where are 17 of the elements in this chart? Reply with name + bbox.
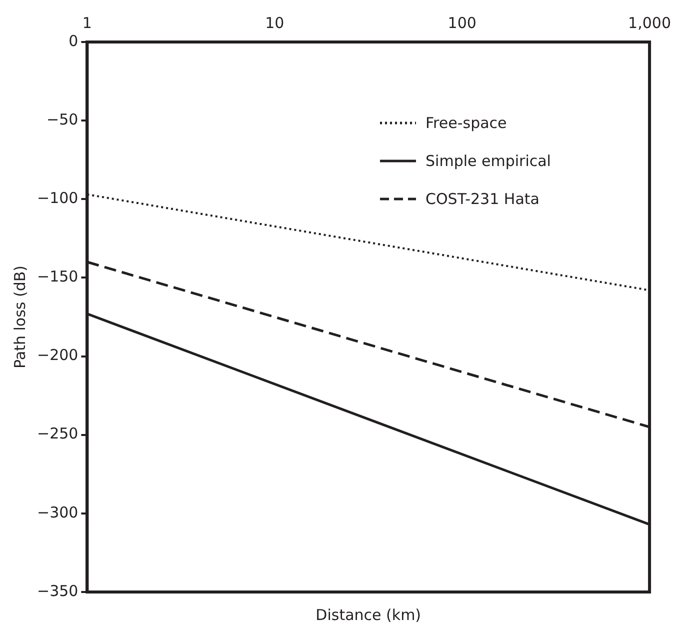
y-tick-label: 0 — [68, 32, 78, 50]
y-tick-label: −200 — [36, 346, 78, 364]
legend-label: Simple empirical — [426, 152, 551, 170]
x-axis-title: Distance (km) — [314, 606, 422, 624]
y-axis-title: Path loss (dB) — [10, 266, 29, 368]
y-tick-label: −250 — [36, 424, 78, 443]
y-tick-label: −300 — [36, 503, 78, 522]
x-tick-label: 100 — [448, 14, 476, 32]
y-tick-label: −150 — [36, 268, 78, 286]
y-tick-label: −350 — [36, 582, 78, 600]
legend-label: COST-231 Hata — [426, 190, 540, 208]
x-tick-label: 1 — [82, 14, 92, 32]
y-tick-label: −50 — [46, 110, 78, 128]
x-tick-label: 1,000 — [628, 14, 672, 32]
y-tick-label: −100 — [36, 189, 78, 208]
x-tick-label: 10 — [265, 14, 284, 32]
legend-label: Free-space — [426, 114, 507, 132]
